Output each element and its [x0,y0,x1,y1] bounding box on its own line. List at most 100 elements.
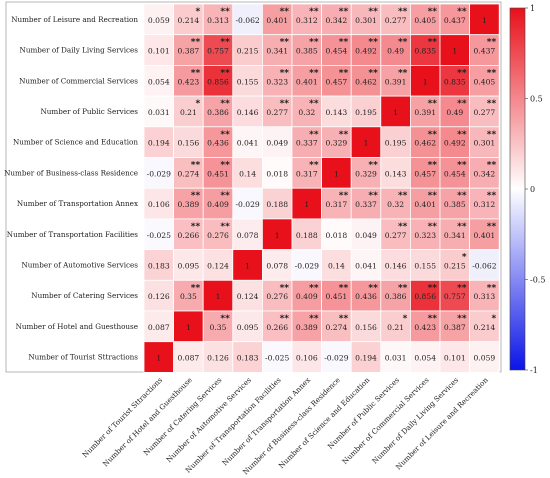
heatmap-cell [173,218,204,250]
cell-value-label: 0.274 [178,169,200,178]
significance-marker: ** [309,130,319,140]
cell-value-label: 0.436 [207,139,229,148]
heatmap-cell [321,157,352,189]
cell-value-label: 0.312 [296,16,318,25]
cell-value-label: 0.342 [474,169,496,178]
heatmap-cell [321,249,352,281]
significance-marker: ** [339,38,349,48]
significance-marker: ** [457,191,467,201]
significance-marker: ** [457,68,467,78]
significance-marker: ** [487,38,497,48]
significance-marker: ** [191,222,201,232]
cell-value-label: 0.195 [355,108,377,117]
y-tick-label: Number of Commercial Services [19,76,138,85]
cell-value-label: 0.087 [148,323,170,332]
cell-value-label: 1 [364,139,369,148]
cell-value-label: 0.215 [444,261,466,270]
cell-value-label: 0.276 [266,292,288,301]
cell-value-label: 0.146 [237,108,259,117]
heatmap-cell [409,34,441,66]
cell-value-label: 0.32 [298,108,315,117]
heatmap-cell [143,249,175,281]
cell-value-label: 0.101 [148,47,170,56]
significance-marker: ** [487,130,497,140]
cell-value-label: 0.385 [444,200,466,209]
heatmap-cell [291,157,323,189]
cell-value-label: 0.49 [387,47,404,56]
significance-marker: ** [309,38,319,48]
significance-marker: ** [309,99,319,109]
heatmap-cell [439,187,471,220]
heatmap-cell [439,341,471,373]
heatmap-cell [143,279,175,312]
heatmap-cell [202,249,234,281]
cell-value-label: 0.301 [355,16,377,25]
cell-value-label: 0.757 [207,47,229,56]
significance-marker: ** [309,68,319,78]
cell-value-label: 0.054 [414,354,436,363]
heatmap-cell [380,279,411,312]
heatmap-cell [469,65,500,97]
heatmap-cell [409,95,441,128]
heatmap-cell [202,279,234,312]
cell-value-label: 0.215 [237,47,259,56]
heatmap-cell [380,218,411,250]
heatmap-cell [232,310,263,343]
significance-marker: ** [191,38,201,48]
cell-value-label: -0.029 [295,261,319,270]
significance-marker: ** [309,314,319,324]
cell-value-label: 0.126 [148,292,170,301]
heatmap-cell [173,279,204,312]
significance-marker: ** [398,222,408,232]
significance-marker: ** [191,283,201,293]
cell-value-label: 0.031 [148,108,170,117]
significance-marker: ** [428,7,438,17]
cell-value-label: 0.266 [266,323,288,332]
heatmap-cell [232,3,263,36]
heatmap-cell [202,65,234,97]
heatmap-cell [321,310,352,343]
cell-value-label: 0.277 [474,108,496,117]
cell-value-label: 0.757 [444,292,466,301]
cell-value-label: -0.062 [472,261,496,270]
cell-value-label: 0.49 [446,108,463,117]
significance-marker: ** [368,191,378,201]
heatmap-cell [409,310,441,343]
y-axis-labels: Number of Leisure and Recreation Number o… [4,15,138,362]
heatmap-cell [291,279,323,312]
colorbar-tick-label: -1 [530,366,538,375]
heatmap-cell [291,249,323,281]
heatmap-cell [321,279,352,312]
significance-marker: ** [191,68,201,78]
cell-value-label: 0.14 [239,169,256,178]
significance-marker: ** [220,191,230,201]
cell-value-label: 0.155 [414,261,436,270]
heatmap-cell [380,249,411,281]
cell-value-label: 0.124 [237,292,259,301]
cell-value-label: 0.457 [414,169,436,178]
significance-marker: ** [220,7,230,17]
y-tick-label: Number of Public Services [41,107,139,116]
heatmap-cell [291,341,323,373]
cell-value-label: 0.101 [444,354,466,363]
heatmap-cell [232,249,263,281]
heatmap-cell [291,65,323,97]
y-tick-label: Number of Automotive Services [22,260,139,269]
cell-value-label: 0.423 [414,323,436,332]
cell-value-label: 0.312 [474,200,496,209]
cell-value-label: 0.401 [474,231,496,240]
heatmap-cell [350,279,382,312]
significance-marker: ** [457,99,467,109]
cell-value-label: 1 [304,200,309,209]
y-tick-label: Number of Daily Living Services [20,46,139,55]
heatmap-cell [321,3,352,36]
cell-value-label: 0.323 [266,77,288,86]
cell-value-label: 0.835 [414,47,436,56]
y-tick-label: Number of Transportation Annex [17,199,138,208]
heatmap-cell [291,3,323,36]
cell-value-label: 0.214 [474,323,496,332]
heatmap-cell [469,34,500,66]
significance-marker: * [403,314,408,324]
cell-value-label: 0.405 [474,77,496,86]
heatmap-cell [202,34,234,66]
